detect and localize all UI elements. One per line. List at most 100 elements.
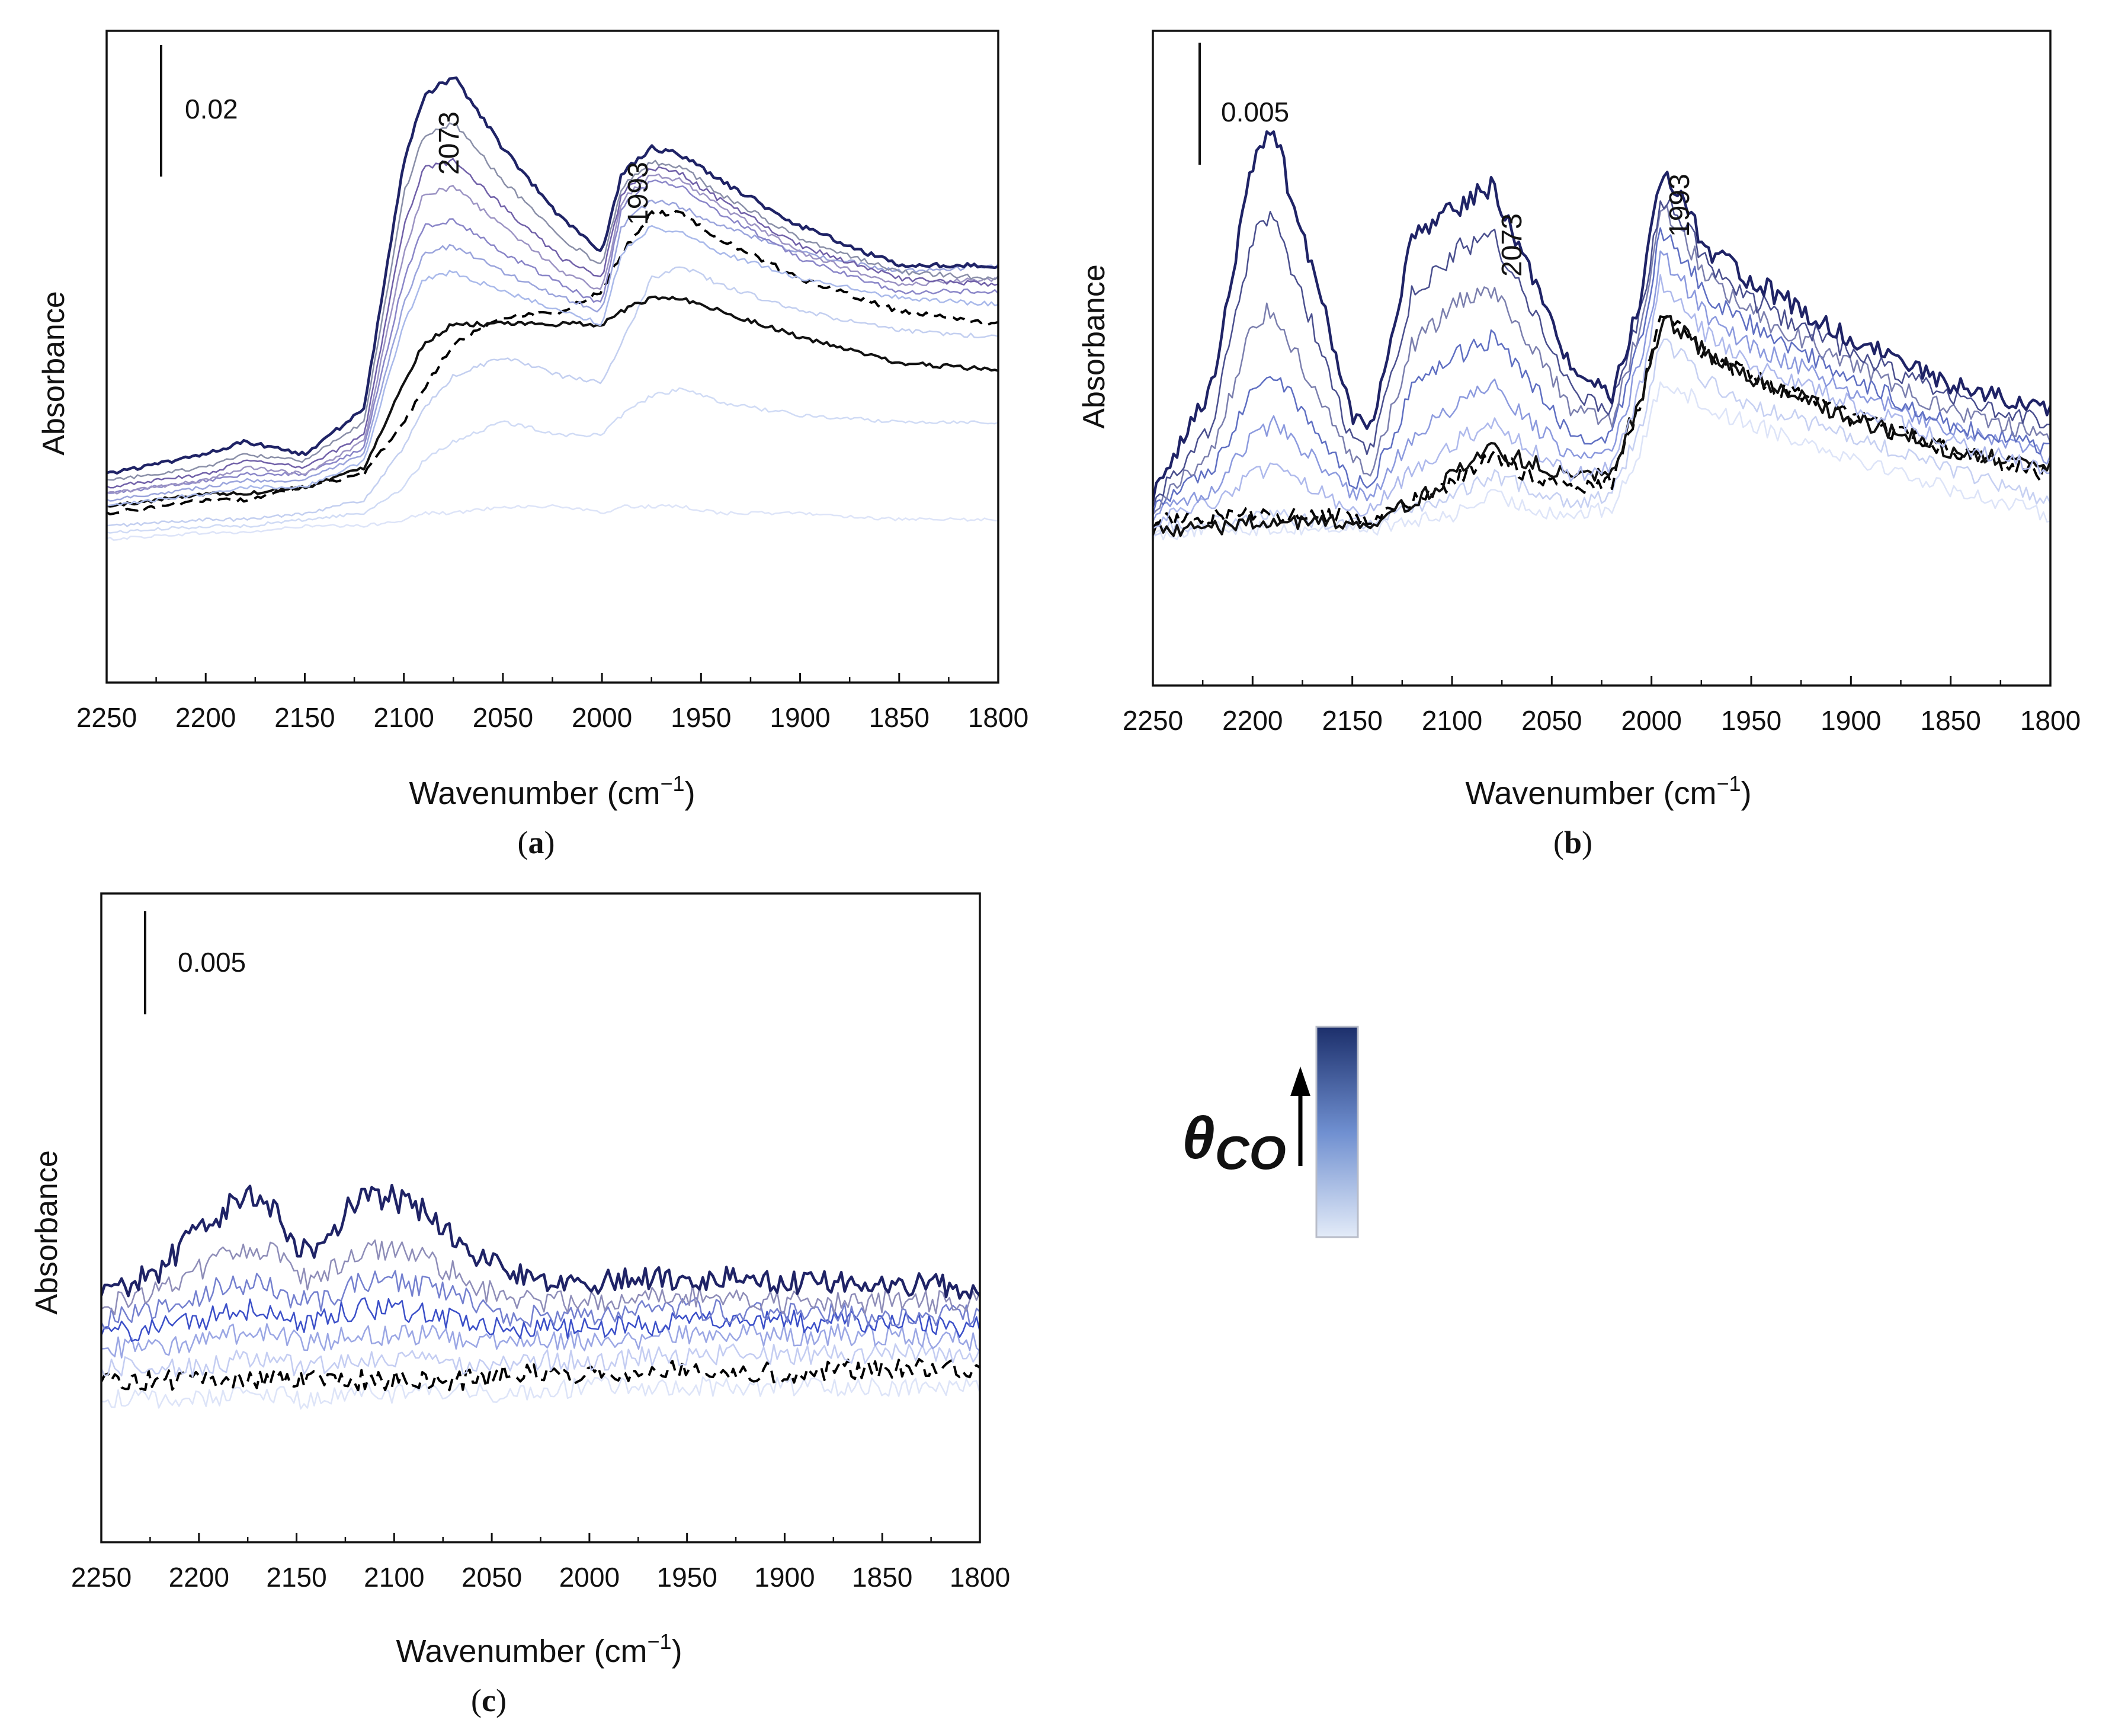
x-tick-label-a-9: 1800 bbox=[968, 702, 1028, 733]
x-axis-label-a-close: ) bbox=[685, 776, 696, 811]
series-line-a-θ5 bbox=[107, 295, 998, 508]
series-line-c-θ7 bbox=[101, 1239, 980, 1315]
series-line-b-θ9 bbox=[1153, 197, 2050, 508]
x-axis-label-b: Wavenumber (cm−1) bbox=[1465, 771, 1751, 811]
y-axis-label-c: Absorbance bbox=[30, 1150, 64, 1315]
caption-b: (b) bbox=[1553, 825, 1592, 860]
caption-a: (a) bbox=[518, 825, 555, 860]
x-tick-label-a-8: 1850 bbox=[869, 702, 930, 733]
x-tick-label-a-4: 2050 bbox=[473, 702, 533, 733]
series-line-c-θ3 bbox=[101, 1343, 980, 1378]
series-line-b-θ10 bbox=[1153, 130, 2050, 502]
x-tick-label-a-3: 2100 bbox=[373, 702, 434, 733]
x-tick-label-a-6: 1950 bbox=[671, 702, 731, 733]
scale-bar-label-b: 0.005 bbox=[1221, 97, 1289, 127]
arrow-up-icon bbox=[1290, 1066, 1310, 1096]
theta-co-legend: θCO bbox=[1182, 1026, 1359, 1238]
x-tick-label-b-3: 2100 bbox=[1422, 705, 1482, 736]
x-tick-label-c-3: 2100 bbox=[364, 1562, 424, 1593]
x-tick-label-a-7: 1900 bbox=[770, 702, 830, 733]
series-line-c-θ4 bbox=[101, 1323, 980, 1359]
caption-b-letter: b bbox=[1564, 825, 1582, 860]
x-tick-label-a-2: 2150 bbox=[274, 702, 335, 733]
theta-colorbar bbox=[1315, 1026, 1359, 1238]
x-tick-label-b-8: 1850 bbox=[1920, 705, 1980, 736]
series-line-a-θ2 bbox=[107, 387, 998, 534]
x-tick-label-b-6: 1950 bbox=[1721, 705, 1781, 736]
series-layer-c bbox=[101, 1183, 980, 1410]
y-axis-label-b: Absorbance bbox=[1077, 264, 1111, 429]
x-axis-label-c-main: Wavenumber (cm bbox=[396, 1633, 647, 1669]
x-axis-label-c-close: ) bbox=[672, 1633, 682, 1669]
series-layer-a bbox=[107, 76, 998, 541]
x-tick-label-c-0: 2250 bbox=[71, 1562, 132, 1593]
x-ticks-c bbox=[100, 1533, 981, 1542]
series-line-c-θ1 bbox=[101, 1376, 980, 1410]
series-line-b-θ1 bbox=[1153, 381, 2050, 543]
plot-area-b bbox=[1152, 30, 2052, 687]
panel-b: 0.005 2073 1993 Absorbance Wavenumber (c… bbox=[1077, 30, 2081, 860]
x-ticks-a bbox=[105, 673, 999, 683]
series-line-a-θ7 bbox=[107, 199, 998, 502]
x-tick-label-b-0: 2250 bbox=[1123, 705, 1183, 736]
plot-frame-c bbox=[100, 892, 981, 1543]
x-axis-label-a: Wavenumber (cm−1) bbox=[409, 771, 695, 811]
series-line-a-θ10 bbox=[107, 158, 998, 489]
x-tick-label-c-7: 1900 bbox=[754, 1562, 815, 1593]
x-axis-label-a-main: Wavenumber (cm bbox=[409, 776, 660, 811]
x-ticks-b bbox=[1152, 676, 2052, 686]
theta-co-label: θCO bbox=[1182, 1105, 1286, 1179]
caption-a-letter: a bbox=[528, 825, 544, 860]
x-tick-label-c-9: 1800 bbox=[950, 1562, 1010, 1593]
series-line-a-θ6 bbox=[107, 225, 998, 507]
series-line-a-θ12 bbox=[107, 76, 998, 475]
panel-c: 0.005 Absorbance Wavenumber (cm−1) (c) 2… bbox=[30, 892, 1010, 1718]
x-axis-label-b-superscript: −1 bbox=[1717, 771, 1741, 796]
plot-frame-a bbox=[105, 30, 999, 684]
scale-bar-label-c: 0.005 bbox=[178, 947, 246, 978]
x-tick-label-b-2: 2150 bbox=[1322, 705, 1382, 736]
x-tick-label-c-1: 2200 bbox=[169, 1562, 229, 1593]
x-tick-label-b-5: 2000 bbox=[1621, 705, 1681, 736]
series-line-b-θ8 bbox=[1153, 205, 2050, 515]
series-layer-b bbox=[1153, 130, 2050, 543]
series-line-c-θ5 bbox=[101, 1297, 980, 1342]
scale-bar-label-a: 0.02 bbox=[185, 94, 238, 124]
peak-label-1993-b: 1993 bbox=[1664, 174, 1696, 237]
x-tick-label-a-0: 2250 bbox=[76, 702, 137, 733]
series-line-b-θ4 bbox=[1153, 315, 2050, 537]
series-line-b-θ3 bbox=[1153, 315, 2050, 530]
series-line-a-θ9 bbox=[107, 173, 998, 495]
x-axis-label-a-superscript: −1 bbox=[661, 771, 685, 796]
x-tick-label-c-8: 1850 bbox=[852, 1562, 912, 1593]
x-axis-label-c-superscript: −1 bbox=[648, 1629, 672, 1654]
x-axis-label-b-close: ) bbox=[1741, 776, 1752, 811]
peak-label-1993-a: 1993 bbox=[623, 162, 654, 225]
series-line-c-θ2 bbox=[101, 1358, 980, 1392]
series-line-a-θ8 bbox=[107, 179, 998, 494]
peak-label-2073-b: 2073 bbox=[1496, 213, 1528, 277]
x-tick-label-a-1: 2200 bbox=[175, 702, 236, 733]
x-tick-label-c-5: 2000 bbox=[559, 1562, 620, 1593]
caption-c: (c) bbox=[471, 1683, 507, 1718]
x-tick-label-c-6: 1950 bbox=[656, 1562, 717, 1593]
caption-c-letter: c bbox=[482, 1683, 496, 1718]
series-line-a-θ3 bbox=[107, 266, 998, 527]
theta-symbol: θ bbox=[1182, 1105, 1215, 1171]
panel-a: 0.02 2073 1993 Absorbance Wavenumber (cm… bbox=[37, 30, 1028, 860]
plot-area-a bbox=[105, 30, 999, 684]
x-tick-label-b-1: 2200 bbox=[1222, 705, 1283, 736]
x-axis-label-c: Wavenumber (cm−1) bbox=[396, 1629, 682, 1669]
series-line-b-θ6 bbox=[1153, 250, 2050, 522]
series-line-b-θ5 bbox=[1153, 274, 2050, 529]
theta-subscript: CO bbox=[1215, 1126, 1286, 1179]
x-axis-label-b-main: Wavenumber (cm bbox=[1465, 776, 1716, 811]
series-line-a-θ11 bbox=[107, 122, 998, 481]
series-line-a-θ1 bbox=[107, 504, 998, 541]
x-tick-label-c-2: 2150 bbox=[266, 1562, 326, 1593]
x-tick-label-c-4: 2050 bbox=[462, 1562, 522, 1593]
series-line-b-θ7 bbox=[1153, 227, 2050, 515]
plot-area-c bbox=[100, 892, 981, 1543]
x-tick-label-a-5: 2000 bbox=[572, 702, 632, 733]
